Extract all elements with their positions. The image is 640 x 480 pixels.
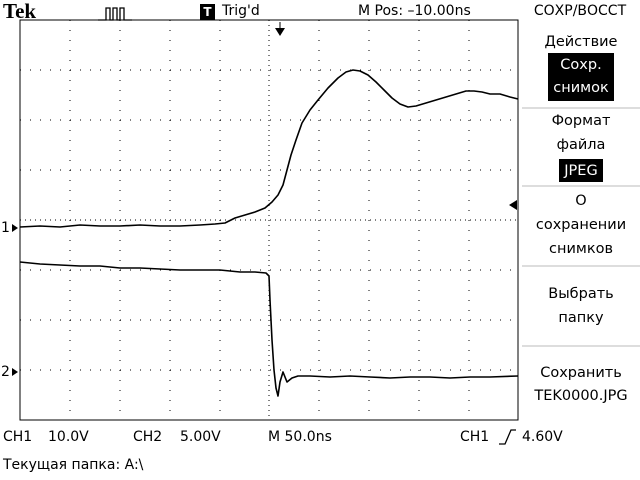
trigger-source: CH1 — [460, 429, 489, 445]
current-folder: Текущая папка: A:\ — [2, 457, 144, 473]
menu-format[interactable]: Формат файла JPEG — [552, 113, 611, 182]
menu-action-label: Действие — [545, 34, 618, 50]
ch2-marker: 2 — [1, 364, 10, 380]
menu-action-value: снимок — [553, 80, 609, 96]
menu-save-label: Сохранить — [540, 365, 622, 381]
brand: Tek — [3, 0, 36, 23]
ch2-marker-arrow — [12, 368, 18, 376]
menu-action-value: Сохр. — [560, 57, 601, 73]
trigger-position-marker — [275, 22, 285, 36]
menu-about-label: сохранении — [536, 217, 626, 233]
menu-select-folder[interactable]: Выбрать папку — [548, 286, 613, 326]
trigger-level-marker — [509, 200, 517, 210]
trigger-icon-box — [200, 4, 215, 20]
menu-about-label: снимков — [549, 241, 613, 257]
menu-select-folder-label: Выбрать — [548, 286, 613, 302]
ch1-marker: 1 — [1, 220, 10, 236]
ch1-label: CH1 — [3, 429, 32, 445]
menu-about-label: О — [575, 193, 586, 209]
side-menu: Действие Сохр. снимок Формат файла JPEG … — [522, 34, 640, 404]
menu-about[interactable]: О сохранении снимков — [536, 193, 626, 257]
trigger-status: Trig'd — [221, 3, 260, 19]
ch1-marker-arrow — [12, 224, 18, 232]
menu-save-label: TEK0000.JPG — [533, 388, 627, 404]
ch1-volts: 10.0V — [48, 429, 89, 445]
menu-format-highlight — [559, 159, 603, 182]
ch2-trace — [19, 261, 519, 397]
menu-save[interactable]: Сохранить TEK0000.JPG — [533, 365, 627, 404]
menu-select-folder-label: папку — [558, 310, 604, 326]
menu-title: СОХР/ВОССТ — [534, 3, 627, 19]
menu-action[interactable]: Действие Сохр. снимок — [545, 34, 618, 101]
trigger-level: 4.60V — [522, 429, 563, 445]
ch1-trace — [19, 69, 519, 228]
graticule — [19, 19, 519, 421]
ch2-label: CH2 — [133, 429, 162, 445]
acquire-icon — [98, 7, 132, 21]
menu-action-highlight — [548, 53, 614, 101]
trigger-icon: T — [203, 5, 212, 19]
ch2-volts: 5.00V — [180, 429, 221, 445]
timebase: M 50.0ns — [268, 429, 332, 445]
trigger-slope-icon — [499, 429, 516, 445]
menu-format-value: JPEG — [563, 163, 597, 179]
horizontal-position: M Pos: –10.00ns — [358, 3, 471, 19]
menu-format-label: файла — [557, 137, 606, 153]
menu-format-label: Формат — [552, 113, 611, 129]
